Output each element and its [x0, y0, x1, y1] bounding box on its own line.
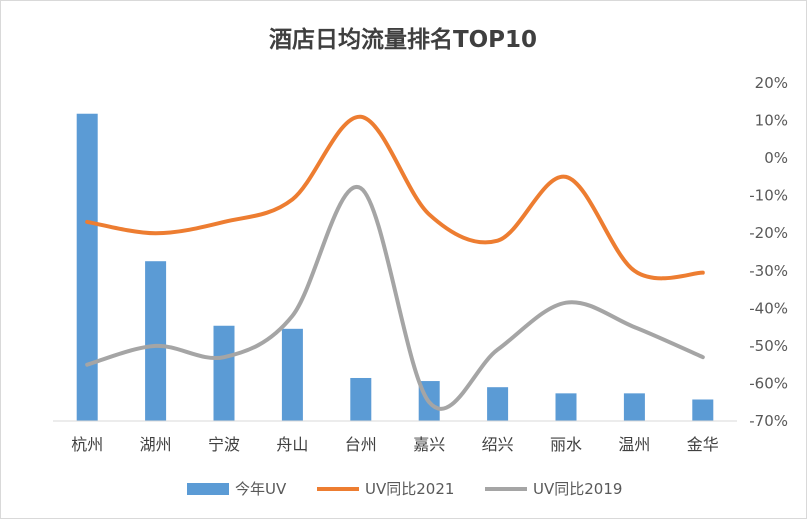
category-label-0: 杭州 — [71, 435, 103, 454]
category-label-4: 台州 — [345, 435, 377, 454]
right-tick-label-4: -20% — [749, 224, 788, 242]
series-line-1 — [85, 114, 705, 281]
right-tick-label-1: 10% — [755, 112, 788, 130]
bar-2 — [213, 325, 235, 421]
series-line-2 — [85, 184, 705, 411]
legend-label-1: UV同比2021 — [365, 480, 454, 498]
bar-4 — [350, 377, 372, 421]
bar-6 — [487, 387, 509, 421]
right-tick-label-2: 0% — [764, 149, 788, 167]
bar-0 — [76, 113, 98, 422]
right-tick-label-0: 20% — [755, 74, 788, 92]
category-label-8: 温州 — [618, 435, 650, 454]
right-tick-label-3: -10% — [749, 187, 788, 205]
category-label-5: 嘉兴 — [413, 435, 445, 454]
legend-label-0: 今年UV — [235, 480, 287, 498]
right-axis-tick-labels: 20% 10% 0% -10% -20% -30% -40% -50% -60% -70% — [749, 74, 788, 430]
legend: 今年UV UV同比2021 UV同比2019 — [187, 480, 622, 498]
category-label-9: 金华 — [687, 435, 719, 454]
right-tick-label-6: -40% — [749, 299, 788, 317]
right-tick-label-5: -30% — [749, 262, 788, 280]
bar-9 — [692, 399, 714, 421]
bar-3 — [281, 328, 303, 421]
bar-7 — [555, 393, 577, 421]
category-label-7: 丽水 — [550, 435, 582, 454]
legend-label-2: UV同比2019 — [533, 480, 622, 498]
category-label-6: 绍兴 — [482, 435, 514, 454]
bar-8 — [623, 393, 645, 421]
right-tick-label-9: -70% — [749, 412, 788, 430]
category-label-1: 湖州 — [140, 435, 172, 454]
bar-1 — [145, 261, 167, 421]
legend-swatch-0 — [187, 483, 229, 495]
right-tick-label-7: -50% — [749, 337, 788, 355]
category-labels: 杭州 湖州 宁波 舟山 台州 嘉兴 绍兴 丽水 温州 金华 — [71, 435, 719, 454]
lines-layer — [85, 114, 705, 411]
category-label-3: 舟山 — [276, 435, 308, 454]
bars-layer — [76, 113, 714, 422]
category-label-2: 宁波 — [208, 435, 240, 454]
chart-title: 酒店日均流量排名TOP10 — [269, 26, 537, 53]
right-tick-label-8: -60% — [749, 374, 788, 392]
